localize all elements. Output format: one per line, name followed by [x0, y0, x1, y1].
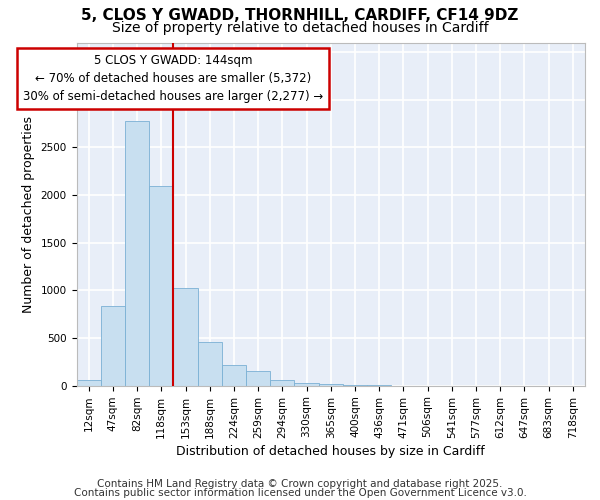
- Text: 5, CLOS Y GWADD, THORNHILL, CARDIFF, CF14 9DZ: 5, CLOS Y GWADD, THORNHILL, CARDIFF, CF1…: [82, 8, 518, 22]
- Text: Size of property relative to detached houses in Cardiff: Size of property relative to detached ho…: [112, 21, 488, 35]
- Bar: [125, 121, 149, 386]
- Bar: [319, 384, 343, 386]
- Y-axis label: Number of detached properties: Number of detached properties: [22, 116, 35, 312]
- Bar: [222, 365, 246, 386]
- X-axis label: Distribution of detached houses by size in Cardiff: Distribution of detached houses by size …: [176, 444, 485, 458]
- Bar: [77, 380, 101, 386]
- Bar: [295, 383, 319, 386]
- Bar: [246, 372, 270, 386]
- Bar: [270, 380, 295, 386]
- Bar: [343, 385, 367, 386]
- Text: 5 CLOS Y GWADD: 144sqm
← 70% of detached houses are smaller (5,372)
30% of semi-: 5 CLOS Y GWADD: 144sqm ← 70% of detached…: [23, 54, 323, 103]
- Bar: [197, 342, 222, 386]
- Text: Contains public sector information licensed under the Open Government Licence v3: Contains public sector information licen…: [74, 488, 526, 498]
- Bar: [149, 186, 173, 386]
- Bar: [173, 288, 197, 386]
- Text: Contains HM Land Registry data © Crown copyright and database right 2025.: Contains HM Land Registry data © Crown c…: [97, 479, 503, 489]
- Bar: [101, 306, 125, 386]
